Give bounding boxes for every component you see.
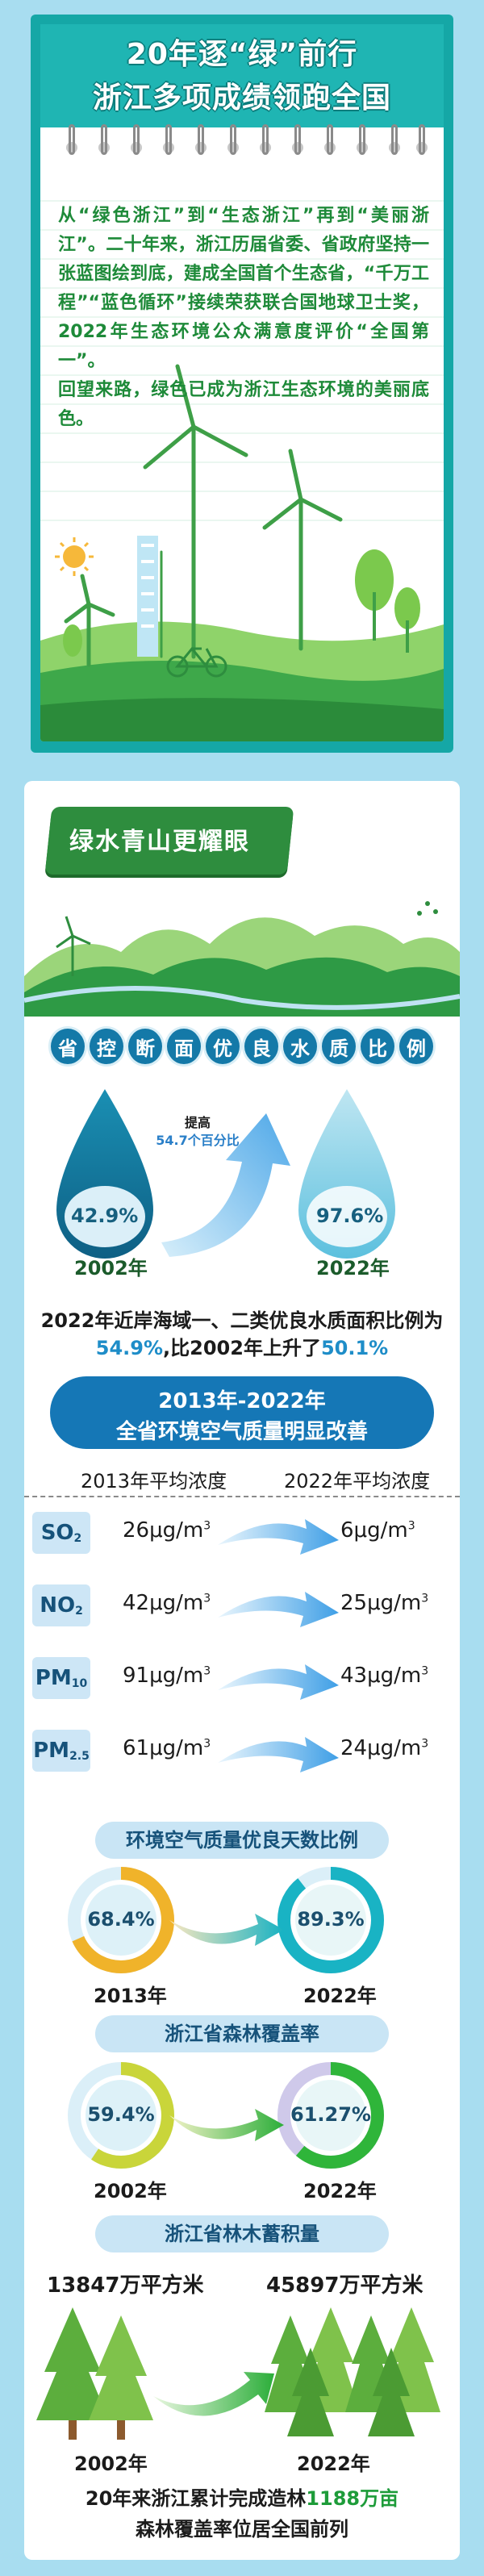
pollutant-label: PM 10 bbox=[32, 1657, 90, 1699]
forest-cover-2002-pct: 59.4% bbox=[87, 2103, 155, 2126]
drop-2022-pct: 97.6% bbox=[316, 1204, 384, 1227]
pollutant-label: NO 2 bbox=[32, 1584, 90, 1626]
title-char-circle: 比 bbox=[358, 1026, 397, 1067]
forest-stock-2002-year: 2002年 bbox=[74, 2453, 148, 2475]
forest-stock-title: 浙江省林木蓄积量 bbox=[95, 2215, 389, 2252]
ring-2022 bbox=[277, 1867, 384, 1973]
tree-icon bbox=[36, 2307, 153, 2440]
wind-turbine-icon bbox=[64, 364, 343, 667]
increase-label-1: 提高 bbox=[184, 1115, 211, 1130]
forest-cover-2022-year: 2022年 bbox=[303, 2180, 377, 2202]
value-2022: 6μg/m3 bbox=[340, 1518, 415, 1543]
intro-paragraph-1: 从“绿色浙江”到“生态浙江”再到“美丽浙江”。二十年来，浙江历届省委、省政府坚持… bbox=[58, 206, 429, 371]
air-pill-line1: 2013年-2022年 bbox=[158, 1389, 326, 1413]
increase-label-2: 54.7个百分比 bbox=[156, 1133, 240, 1148]
notebook-rings bbox=[40, 124, 444, 157]
value-2013: 26μg/m3 bbox=[123, 1518, 211, 1543]
header-illustration bbox=[40, 200, 444, 741]
page-title-line1: 20年逐“绿”前行 bbox=[126, 38, 358, 71]
drop-2002-year: 2002年 bbox=[74, 1257, 148, 1280]
value-2022: 24μg/m3 bbox=[340, 1736, 429, 1760]
wind-turbine-icon bbox=[56, 916, 91, 976]
sun-icon bbox=[55, 537, 94, 576]
title-char-circle: 水 bbox=[281, 1026, 319, 1067]
mountains-illustration bbox=[24, 901, 460, 1017]
forest-cover-title: 浙江省森林覆盖率 bbox=[95, 2015, 389, 2052]
forest-cover-chart bbox=[68, 2062, 384, 2169]
forest-stock-2002-value: 13847万平方米 bbox=[47, 2273, 204, 2298]
forest-icon bbox=[265, 2307, 440, 2436]
col-header-2022: 2022年平均浓度 bbox=[284, 1470, 431, 1493]
col-header-2013: 2013年平均浓度 bbox=[81, 1470, 227, 1493]
pollutant-arrows bbox=[218, 1519, 339, 1772]
value-2013: 61μg/m3 bbox=[123, 1736, 211, 1760]
title-char-circle: 质 bbox=[319, 1026, 358, 1067]
good-days-2022-pct: 89.3% bbox=[297, 1908, 365, 1931]
pollutant-label: SO 2 bbox=[32, 1512, 90, 1554]
forest-cover-2002-year: 2002年 bbox=[94, 2180, 167, 2202]
title-char-circle: 例 bbox=[397, 1026, 436, 1067]
drop-2022-year: 2022年 bbox=[316, 1257, 390, 1280]
air-pill-line2: 全省环境空气质量明显改善 bbox=[115, 1420, 368, 1444]
title-char-circle: 优 bbox=[203, 1026, 242, 1067]
ring-2022 bbox=[277, 2062, 384, 2169]
title-char-circle: 控 bbox=[87, 1026, 126, 1067]
good-days-title: 环境空气质量优良天数比例 bbox=[95, 1822, 389, 1859]
divider bbox=[24, 1496, 460, 1497]
forest-cover-2022-pct: 61.27% bbox=[290, 2103, 371, 2126]
intro-text: 从“绿色浙江”到“生态浙江”再到“美丽浙江”。二十年来，浙江历届省委、省政府坚持… bbox=[58, 202, 429, 434]
intro-paragraph-2: 回望来路，绿色已成为浙江生态环境的美丽底色。 bbox=[58, 380, 429, 429]
footer-text: 20年来浙江累计完成造林1188万亩 森林覆盖率位居全国前列 bbox=[24, 2483, 460, 2545]
good-days-2013-year: 2013年 bbox=[94, 1985, 167, 2007]
forest-stock-2022-year: 2022年 bbox=[297, 2453, 370, 2475]
air-quality-pill: 2013年-2022年 全省环境空气质量明显改善 bbox=[50, 1376, 434, 1449]
ring-2013 bbox=[68, 1867, 174, 1973]
page-title-line2: 浙江多项成绩领跑全国 bbox=[92, 81, 391, 115]
value-2022: 43μg/m3 bbox=[340, 1664, 429, 1688]
value-2022: 25μg/m3 bbox=[340, 1591, 429, 1615]
drop-2002-pct: 42.9% bbox=[71, 1204, 139, 1227]
ring-2002 bbox=[68, 2062, 174, 2169]
footer-line1: 20年来浙江累计完成造林1188万亩 bbox=[85, 2487, 399, 2510]
title-char-circle: 省 bbox=[48, 1026, 87, 1067]
title-band bbox=[40, 24, 444, 127]
bicycle-icon bbox=[166, 646, 227, 678]
increase-arrow bbox=[161, 1113, 290, 1257]
section-banner-text: 绿水青山更耀眼 bbox=[69, 828, 250, 856]
good-days-2022-year: 2022年 bbox=[303, 1985, 377, 2007]
sea-water-text: 2022年近岸海域一、二类优良水质面积比例为54.9%,比2002年上升了50.… bbox=[40, 1309, 444, 1359]
title-char-circle: 断 bbox=[126, 1026, 165, 1067]
good-days-2013-pct: 68.4% bbox=[87, 1908, 155, 1931]
footer-line2: 森林覆盖率位居全国前列 bbox=[136, 2518, 348, 2541]
forest-stock-2022-value: 45897万平方米 bbox=[266, 2273, 424, 2298]
forest-stock-chart bbox=[36, 2307, 440, 2440]
title-char-circle: 良 bbox=[242, 1026, 281, 1067]
water-quality-title: 省控断面优良水质比例 bbox=[48, 1026, 436, 1068]
value-2013: 42μg/m3 bbox=[123, 1591, 211, 1615]
pollutant-label: PM 2.5 bbox=[32, 1730, 90, 1772]
value-2013: 91μg/m3 bbox=[123, 1664, 211, 1688]
water-drops-chart bbox=[56, 1089, 395, 1259]
title-char-circle: 面 bbox=[165, 1026, 203, 1067]
good-days-chart bbox=[68, 1867, 384, 1973]
content-card bbox=[24, 781, 460, 2560]
